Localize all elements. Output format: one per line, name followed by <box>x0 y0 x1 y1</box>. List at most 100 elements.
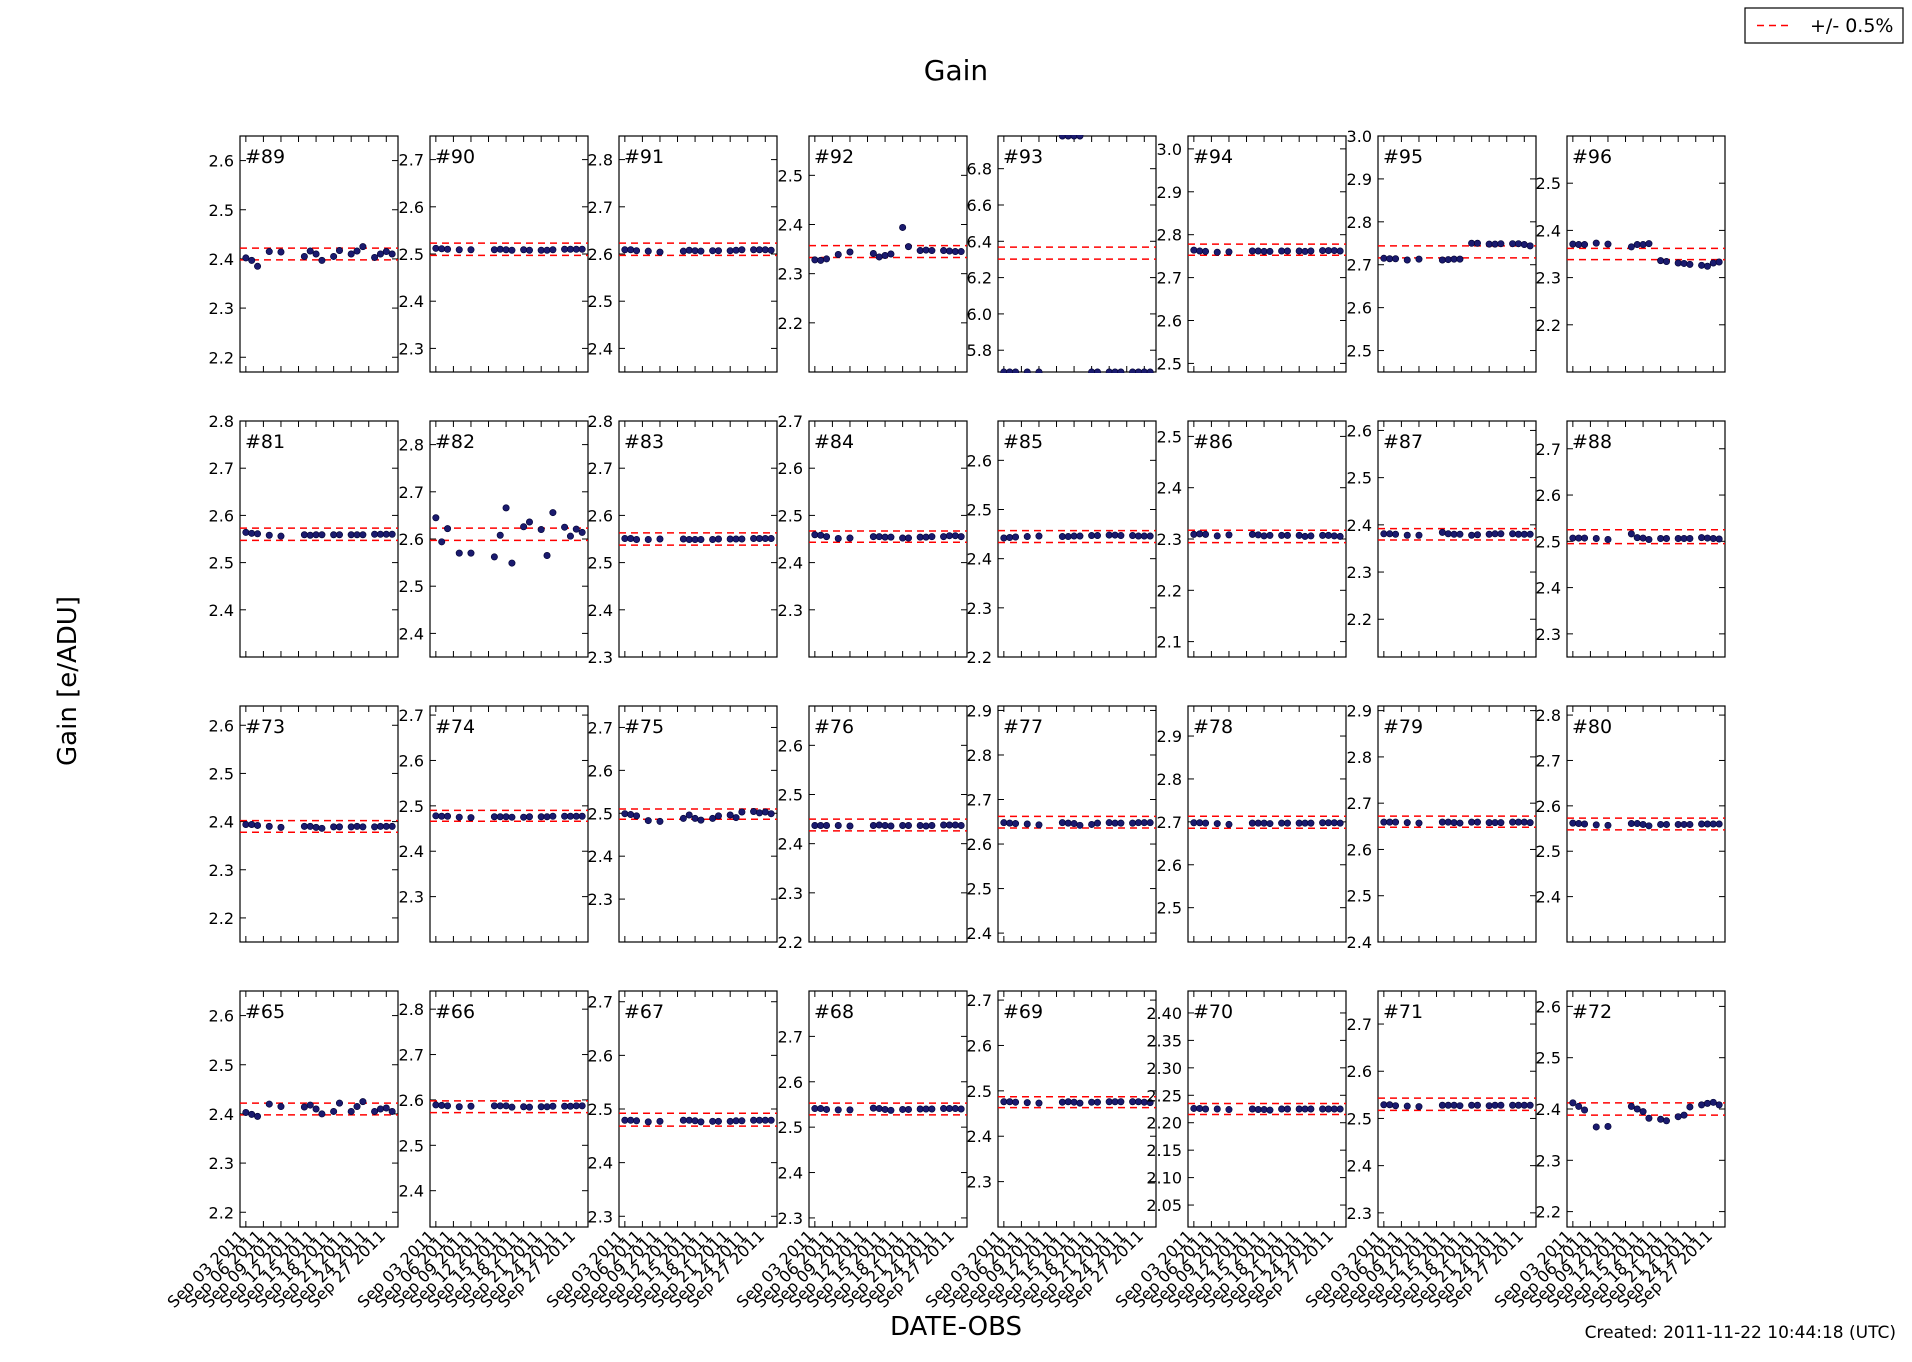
data-point <box>1283 1105 1291 1113</box>
data-point <box>1076 821 1084 829</box>
data-point <box>1468 1101 1476 1109</box>
data-point <box>1070 1098 1078 1106</box>
data-point <box>1140 368 1148 373</box>
data-point <box>467 814 475 822</box>
data-point <box>1491 240 1499 248</box>
data-point <box>685 1116 693 1124</box>
panel-frame <box>1566 135 1726 373</box>
data-point <box>444 1102 452 1110</box>
data-point <box>887 822 895 830</box>
data-point <box>537 813 545 821</box>
data-point <box>1686 1103 1694 1111</box>
data-point <box>300 531 308 539</box>
data-point <box>1117 368 1125 373</box>
data-point <box>940 533 948 541</box>
y-tick-label: 2.5 <box>778 506 803 525</box>
data-point <box>644 535 652 543</box>
data-point <box>1627 820 1635 828</box>
y-tick-label: 2.8 <box>209 412 234 431</box>
data-point <box>1064 1098 1072 1106</box>
data-point <box>371 530 379 538</box>
data-point <box>691 814 699 822</box>
y-tick-label: 2.4 <box>1347 933 1372 952</box>
data-point <box>1324 819 1332 827</box>
panel-label: #70 <box>1193 1001 1233 1023</box>
data-point <box>265 822 273 830</box>
data-point <box>726 811 734 819</box>
y-tick-label: 2.5 <box>967 501 992 520</box>
data-point <box>627 535 635 543</box>
data-point <box>1680 1111 1688 1119</box>
data-point <box>1662 535 1670 543</box>
data-point <box>444 245 452 253</box>
data-point <box>1386 1101 1394 1109</box>
data-point <box>951 1105 959 1113</box>
panel-label: #84 <box>814 431 854 453</box>
data-point <box>1254 1106 1262 1114</box>
y-tick-label: 2.8 <box>399 436 424 455</box>
data-point <box>359 243 367 251</box>
y-tick-label: 2.5 <box>967 1082 992 1101</box>
y-tick-label: 2.5 <box>1536 174 1561 193</box>
data-point <box>656 817 664 825</box>
data-point <box>1444 818 1452 826</box>
y-tick-label: 2.7 <box>1347 794 1372 813</box>
y-tick-label: 6.6 <box>967 196 992 215</box>
data-point <box>1657 535 1665 543</box>
data-point <box>846 1106 854 1114</box>
data-point <box>875 253 883 261</box>
panel-label: #75 <box>624 716 664 738</box>
data-point <box>300 822 308 830</box>
data-point <box>312 823 320 831</box>
data-point <box>714 535 722 543</box>
y-tick-label: 2.1 <box>1157 633 1182 652</box>
data-point <box>1330 532 1338 540</box>
data-point <box>1330 1105 1338 1113</box>
data-point <box>1526 242 1534 250</box>
y-tick-label: 2.6 <box>1347 840 1372 859</box>
data-point <box>1450 255 1458 263</box>
y-tick-label: 2.5 <box>1536 532 1561 551</box>
data-point <box>1278 247 1286 255</box>
data-point <box>1604 535 1612 543</box>
y-tick-label: 2.5 <box>209 201 234 220</box>
data-point <box>537 526 545 534</box>
data-point <box>1248 1105 1256 1113</box>
data-point <box>957 533 965 541</box>
data-point <box>1633 820 1641 828</box>
panel-frame <box>429 705 589 943</box>
data-point <box>572 525 580 533</box>
data-point <box>347 531 355 539</box>
data-point <box>1703 262 1711 270</box>
data-point <box>382 530 390 538</box>
data-point <box>899 1105 907 1113</box>
data-point <box>811 1105 819 1113</box>
data-point <box>621 535 629 543</box>
data-point <box>502 246 510 254</box>
data-point <box>1444 1101 1452 1109</box>
data-point <box>265 531 273 539</box>
panel-frame <box>429 420 589 658</box>
y-tick-label: 2.4 <box>1536 888 1561 907</box>
data-point <box>811 531 819 539</box>
data-point <box>951 248 959 256</box>
data-point <box>1248 819 1256 827</box>
data-point <box>709 247 717 255</box>
data-point <box>1581 241 1589 249</box>
data-point <box>467 549 475 557</box>
data-point <box>1485 240 1493 248</box>
data-point <box>572 1102 580 1110</box>
data-point <box>1698 820 1706 828</box>
data-points <box>242 1098 396 1120</box>
created-timestamp: Created: 2011-11-22 10:44:18 (UTC) <box>1585 1323 1896 1343</box>
data-point <box>1213 1105 1221 1113</box>
y-tick-label: 2.6 <box>778 736 803 755</box>
data-point <box>1260 819 1268 827</box>
panel-label: #94 <box>1193 146 1233 168</box>
data-point <box>679 535 687 543</box>
data-point <box>691 1117 699 1125</box>
data-point <box>248 1110 256 1118</box>
data-point <box>823 533 831 541</box>
data-point <box>1715 535 1723 543</box>
data-point <box>1134 1098 1142 1106</box>
